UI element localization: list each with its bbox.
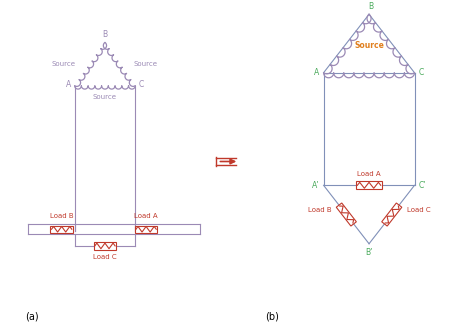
Bar — [50, 226, 73, 233]
Text: C: C — [138, 80, 144, 89]
Text: C’: C’ — [419, 181, 427, 190]
Text: Load C: Load C — [93, 254, 117, 260]
Text: Source: Source — [134, 61, 158, 67]
Text: (b): (b) — [265, 312, 279, 322]
Text: A’: A’ — [311, 181, 319, 190]
Text: (a): (a) — [25, 312, 38, 322]
Text: B: B — [102, 30, 108, 39]
Text: Load B: Load B — [308, 207, 331, 213]
Bar — [356, 181, 382, 189]
Text: A: A — [66, 80, 72, 89]
Bar — [94, 242, 116, 250]
Text: Source: Source — [93, 94, 117, 99]
Text: B’: B’ — [365, 248, 373, 257]
Text: A: A — [314, 68, 319, 77]
Bar — [336, 203, 356, 226]
Text: C: C — [419, 68, 424, 77]
Text: Source: Source — [354, 41, 384, 50]
Bar — [382, 203, 402, 226]
Text: Load A: Load A — [134, 213, 158, 219]
Bar — [135, 226, 157, 233]
Text: Load B: Load B — [50, 213, 73, 219]
Text: Load C: Load C — [407, 207, 430, 213]
Text: Load A: Load A — [357, 170, 381, 177]
Text: B: B — [369, 2, 374, 11]
Text: Source: Source — [52, 61, 76, 67]
